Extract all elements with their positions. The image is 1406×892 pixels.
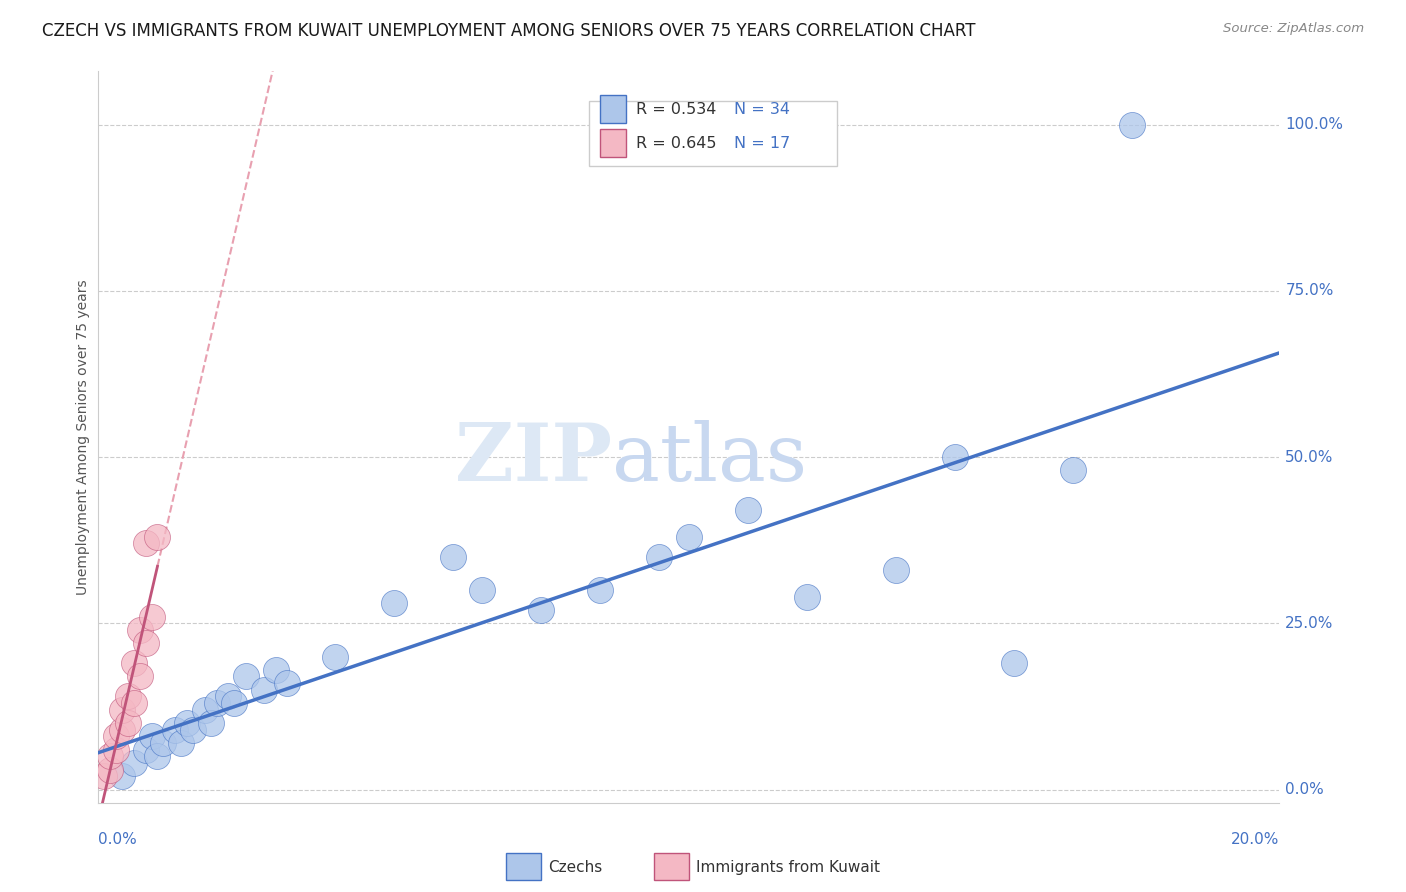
Text: Immigrants from Kuwait: Immigrants from Kuwait bbox=[696, 860, 880, 874]
Text: 20.0%: 20.0% bbox=[1232, 832, 1279, 847]
Text: Source: ZipAtlas.com: Source: ZipAtlas.com bbox=[1223, 22, 1364, 36]
Point bbox=[181, 723, 204, 737]
Point bbox=[117, 716, 139, 731]
Y-axis label: Unemployment Among Seniors over 75 years: Unemployment Among Seniors over 75 years bbox=[76, 279, 90, 595]
Point bbox=[264, 663, 287, 677]
Point bbox=[122, 756, 145, 770]
Point bbox=[1121, 118, 1143, 132]
Point bbox=[152, 736, 174, 750]
Point bbox=[441, 549, 464, 564]
Point bbox=[235, 669, 257, 683]
Point bbox=[217, 690, 239, 704]
Point bbox=[943, 450, 966, 464]
Point bbox=[128, 669, 150, 683]
Text: N = 17: N = 17 bbox=[734, 136, 790, 151]
Point bbox=[122, 696, 145, 710]
Text: 100.0%: 100.0% bbox=[1285, 117, 1343, 132]
Text: atlas: atlas bbox=[612, 420, 807, 498]
Point bbox=[128, 623, 150, 637]
FancyBboxPatch shape bbox=[600, 95, 626, 122]
Text: 0.0%: 0.0% bbox=[98, 832, 138, 847]
Point bbox=[111, 723, 134, 737]
Point bbox=[648, 549, 671, 564]
Text: 75.0%: 75.0% bbox=[1285, 284, 1334, 298]
Text: CZECH VS IMMIGRANTS FROM KUWAIT UNEMPLOYMENT AMONG SENIORS OVER 75 YEARS CORRELA: CZECH VS IMMIGRANTS FROM KUWAIT UNEMPLOY… bbox=[42, 22, 976, 40]
Point bbox=[105, 729, 128, 743]
Point bbox=[93, 769, 115, 783]
Point bbox=[170, 736, 193, 750]
Point bbox=[1062, 463, 1084, 477]
Point bbox=[589, 582, 612, 597]
Point bbox=[884, 563, 907, 577]
Point bbox=[141, 729, 163, 743]
Point bbox=[737, 503, 759, 517]
Point bbox=[253, 682, 276, 697]
Point bbox=[200, 716, 222, 731]
Point bbox=[122, 656, 145, 670]
Point bbox=[146, 749, 169, 764]
Point bbox=[382, 596, 405, 610]
Text: R = 0.534: R = 0.534 bbox=[636, 102, 716, 117]
Point bbox=[98, 749, 121, 764]
Point bbox=[1002, 656, 1025, 670]
Point bbox=[165, 723, 187, 737]
Text: N = 34: N = 34 bbox=[734, 102, 790, 117]
Point bbox=[796, 590, 818, 604]
Point bbox=[176, 716, 198, 731]
Point bbox=[276, 676, 298, 690]
Point bbox=[135, 742, 157, 756]
Text: 0.0%: 0.0% bbox=[1285, 782, 1324, 797]
Point bbox=[111, 703, 134, 717]
Point bbox=[98, 763, 121, 777]
Text: 25.0%: 25.0% bbox=[1285, 615, 1334, 631]
Point bbox=[323, 649, 346, 664]
Point bbox=[117, 690, 139, 704]
Text: ZIP: ZIP bbox=[456, 420, 612, 498]
Point bbox=[111, 769, 134, 783]
Point bbox=[471, 582, 494, 597]
Point bbox=[141, 609, 163, 624]
Point bbox=[135, 636, 157, 650]
Text: R = 0.645: R = 0.645 bbox=[636, 136, 716, 151]
FancyBboxPatch shape bbox=[589, 101, 837, 167]
Point bbox=[530, 603, 553, 617]
Point bbox=[205, 696, 228, 710]
Point bbox=[105, 742, 128, 756]
Point bbox=[135, 536, 157, 550]
Text: Czechs: Czechs bbox=[548, 860, 603, 874]
FancyBboxPatch shape bbox=[600, 129, 626, 157]
Point bbox=[224, 696, 246, 710]
Text: 50.0%: 50.0% bbox=[1285, 450, 1334, 465]
Point bbox=[194, 703, 217, 717]
Point bbox=[678, 530, 700, 544]
Point bbox=[146, 530, 169, 544]
